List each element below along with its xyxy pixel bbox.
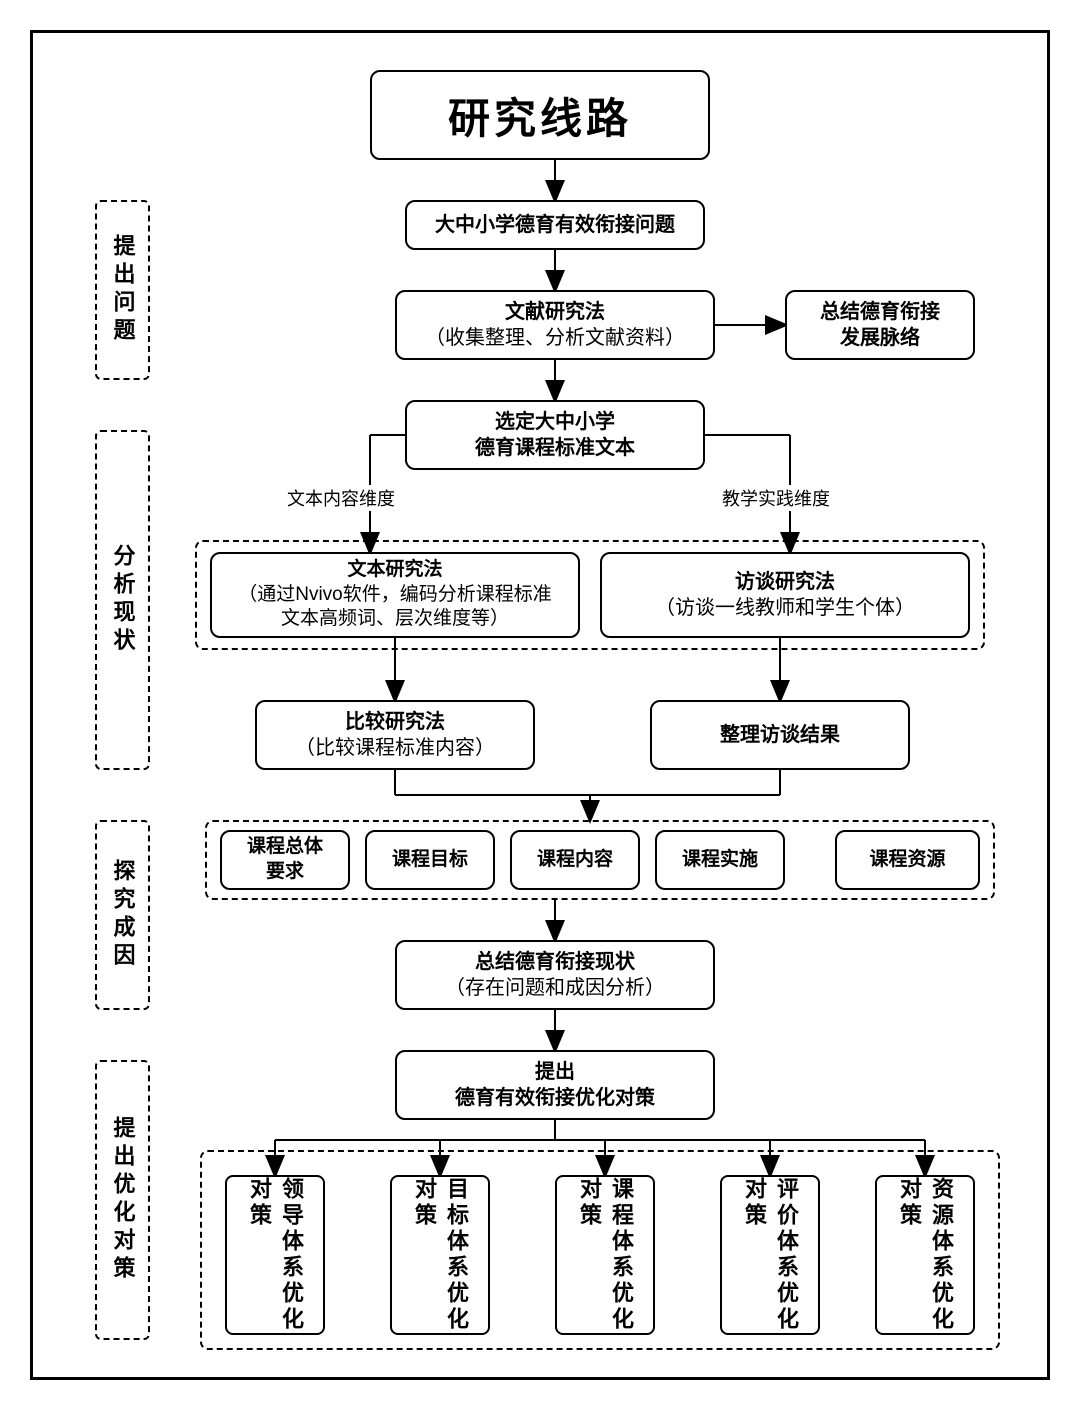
node-lit-method: 文献研究法 （收集整理、分析文献资料） <box>395 290 715 360</box>
section-1-text: 提出问题 <box>107 234 139 346</box>
n5-l2: （访谈一线教师和学生个体） <box>655 595 915 621</box>
n4-l1: 文本研究法 <box>238 558 552 583</box>
row1-e-text: 课程资源 <box>869 848 945 873</box>
n8-l1: 总结德育衔接现状 <box>445 949 665 975</box>
row1-b-text: 课程目标 <box>392 848 468 873</box>
row2-e-text: 资源体系优化对策 <box>893 1177 957 1333</box>
row2-e: 资源体系优化对策 <box>875 1175 975 1335</box>
row2-c-text: 课程体系优化对策 <box>573 1177 637 1333</box>
title-box: 研究线路 <box>370 70 710 160</box>
section-3-text: 探究成因 <box>107 859 139 971</box>
node-compare-method: 比较研究法 （比较课程标准内容） <box>255 700 535 770</box>
section-label-2: 分析现状 <box>95 430 150 770</box>
row2-b-text: 目标体系优化对策 <box>408 1177 472 1333</box>
row2-d-text: 评价体系优化对策 <box>738 1177 802 1333</box>
row1-a: 课程总体 要求 <box>220 830 350 890</box>
section-label-1: 提出问题 <box>95 200 150 380</box>
node-summary-status: 总结德育衔接现状 （存在问题和成因分析） <box>395 940 715 1010</box>
node-text-method: 文本研究法 （通过Nvivo软件，编码分析课程标准 文本高频词、层次维度等） <box>210 552 580 638</box>
row1-b: 课程目标 <box>365 830 495 890</box>
n5-l1: 访谈研究法 <box>655 569 915 595</box>
edge-label-right: 教学实践维度 <box>720 485 832 511</box>
n2-l2: （收集整理、分析文献资料） <box>425 325 685 351</box>
n2b-l1: 总结德育衔接 <box>820 299 940 325</box>
n4-l3: 文本高频词、层次维度等） <box>238 607 552 632</box>
row1-d-text: 课程实施 <box>682 848 758 873</box>
n4-l2: （通过Nvivo软件，编码分析课程标准 <box>238 583 552 608</box>
n2b-l2: 发展脉络 <box>820 325 940 351</box>
edge-label-left: 文本内容维度 <box>285 485 397 511</box>
row1-c: 课程内容 <box>510 830 640 890</box>
row2-a: 领导体系优化对策 <box>225 1175 325 1335</box>
node-propose: 提出 德育有效衔接优化对策 <box>395 1050 715 1120</box>
title-text: 研究线路 <box>448 85 632 146</box>
n6-l2: （比较课程标准内容） <box>295 735 495 761</box>
row1-d: 课程实施 <box>655 830 785 890</box>
n9-l2: 德育有效衔接优化对策 <box>455 1085 655 1111</box>
n3-l2: 德育课程标准文本 <box>475 435 635 461</box>
section-4-text: 提出优化对策 <box>107 1116 139 1284</box>
edge-label-right-text: 教学实践维度 <box>722 489 830 509</box>
node-interview-result: 整理访谈结果 <box>650 700 910 770</box>
n2-l1: 文献研究法 <box>425 299 685 325</box>
node-problem-text: 大中小学德育有效衔接问题 <box>435 212 675 238</box>
section-label-4: 提出优化对策 <box>95 1060 150 1340</box>
flowchart-canvas: 研究线路 提出问题 分析现状 探究成因 提出优化对策 大中小学德育有效衔接问题 … <box>0 0 1080 1410</box>
row2-a-text: 领导体系优化对策 <box>243 1177 307 1333</box>
node-problem: 大中小学德育有效衔接问题 <box>405 200 705 250</box>
row2-c: 课程体系优化对策 <box>555 1175 655 1335</box>
node-interview-method: 访谈研究法 （访谈一线教师和学生个体） <box>600 552 970 638</box>
n3-l1: 选定大中小学 <box>475 409 635 435</box>
row1-c-text: 课程内容 <box>537 848 613 873</box>
n7-text: 整理访谈结果 <box>720 722 840 748</box>
n8-l2: （存在问题和成因分析） <box>445 975 665 1001</box>
section-label-3: 探究成因 <box>95 820 150 1010</box>
row1-e: 课程资源 <box>835 830 980 890</box>
node-summary-side: 总结德育衔接 发展脉络 <box>785 290 975 360</box>
row1-a-text: 课程总体 要求 <box>247 835 323 884</box>
edge-label-left-text: 文本内容维度 <box>287 489 395 509</box>
n6-l1: 比较研究法 <box>295 709 495 735</box>
section-2-text: 分析现状 <box>107 544 139 656</box>
row2-b: 目标体系优化对策 <box>390 1175 490 1335</box>
node-select-text: 选定大中小学 德育课程标准文本 <box>405 400 705 470</box>
n9-l1: 提出 <box>455 1059 655 1085</box>
row2-d: 评价体系优化对策 <box>720 1175 820 1335</box>
